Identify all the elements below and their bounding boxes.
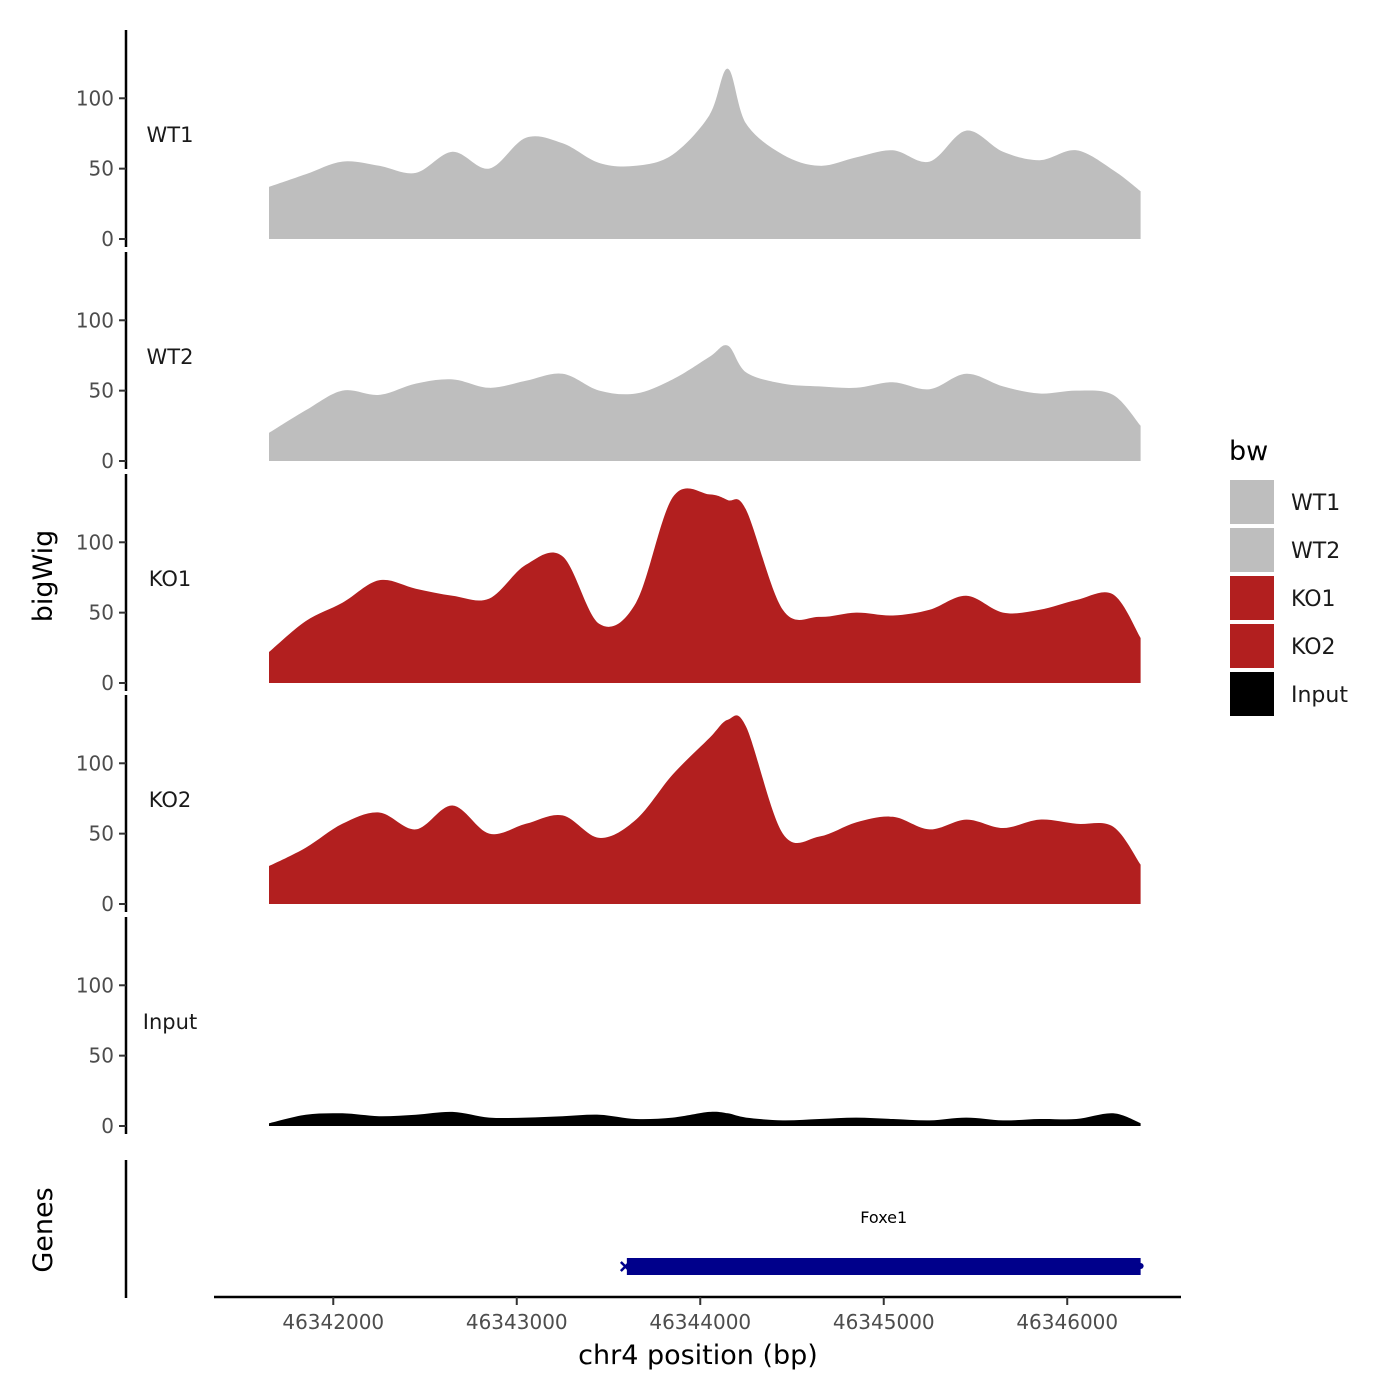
legend-label: Input <box>1291 683 1348 708</box>
x-axis: 46342000 46343000 46344000 46345000 46346000 <box>214 1295 1181 1334</box>
legend-swatch-ko2 <box>1230 624 1274 668</box>
y-tick-label: 0 <box>101 449 114 473</box>
signal-area-wt1 <box>269 68 1141 239</box>
genes-axis-title: Genes <box>28 1187 59 1272</box>
legend-swatch-wt1 <box>1230 480 1274 524</box>
gene-start-mark <box>619 1261 631 1272</box>
track-input: 0 50 100 Input <box>76 917 1141 1138</box>
track-label: Input <box>143 1010 197 1034</box>
signal-area-input <box>269 1111 1141 1126</box>
y-tick-label: 100 <box>76 973 114 997</box>
x-tick-label: 46344000 <box>649 1310 751 1334</box>
legend-label: WT2 <box>1291 539 1340 564</box>
signal-tracks: 0 50 100 WT1 0 50 100 WT2 0 50 100 KO1 0 50 100 KO2 0 50 1… <box>76 30 1141 1138</box>
track-label: KO1 <box>149 567 192 591</box>
genes-panel: Foxe1 <box>124 1160 1144 1298</box>
y-tick-label: 50 <box>89 601 114 625</box>
legend-label: WT1 <box>1291 491 1340 516</box>
y-tick-label: 50 <box>89 1044 114 1068</box>
y-tick-label: 0 <box>101 892 114 916</box>
track-label: WT2 <box>147 345 194 369</box>
legend-swatch-ko1 <box>1230 576 1274 620</box>
signal-area-ko2 <box>269 715 1141 904</box>
track-ko1: 0 50 100 KO1 <box>76 474 1141 695</box>
track-label: WT1 <box>147 123 194 147</box>
y-tick-label: 50 <box>89 157 114 181</box>
y-tick-label: 50 <box>89 822 114 846</box>
y-tick-label: 0 <box>101 227 114 251</box>
legend-label: KO1 <box>1291 587 1336 612</box>
x-tick-label: 46346000 <box>1016 1310 1118 1334</box>
x-tick-label: 46342000 <box>282 1310 384 1334</box>
y-tick-label: 0 <box>101 671 114 695</box>
x-axis-title: chr4 position (bp) <box>578 1340 818 1371</box>
gene-body-foxe1 <box>626 1258 1141 1275</box>
legend-label: KO2 <box>1291 635 1336 660</box>
legend-title: bw <box>1229 436 1268 467</box>
signal-area-wt2 <box>269 345 1141 461</box>
x-tick-label: 46345000 <box>833 1310 935 1334</box>
y-axis-title: bigWig <box>28 530 59 623</box>
track-ko2: 0 50 100 KO2 <box>76 695 1141 916</box>
track-wt1: 0 50 100 WT1 <box>76 30 1141 251</box>
gene-label: Foxe1 <box>860 1208 907 1227</box>
legend-swatch-wt2 <box>1230 528 1274 572</box>
legend: bw WT1 WT2 KO1 KO2 Input <box>1229 436 1348 716</box>
track-wt2: 0 50 100 WT2 <box>76 252 1141 473</box>
gene-end-mark <box>1137 1263 1144 1269</box>
track-label: KO2 <box>149 788 192 812</box>
y-tick-label: 100 <box>76 530 114 554</box>
y-tick-label: 50 <box>89 379 114 403</box>
y-tick-label: 100 <box>76 751 114 775</box>
y-tick-label: 0 <box>101 1114 114 1138</box>
x-tick-label: 46343000 <box>466 1310 568 1334</box>
y-tick-label: 100 <box>76 308 114 332</box>
legend-swatch-input <box>1230 672 1274 716</box>
signal-area-ko1 <box>269 488 1141 683</box>
y-tick-label: 100 <box>76 86 114 110</box>
